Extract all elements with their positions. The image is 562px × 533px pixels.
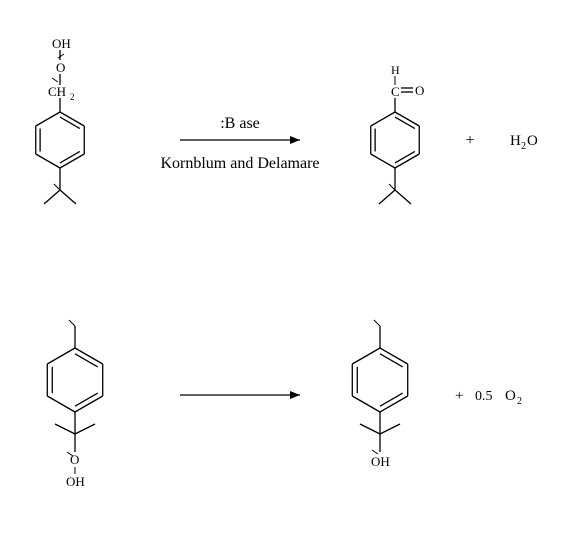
r2-product-ring <box>352 348 407 412</box>
r2-plus: + <box>455 388 463 404</box>
r1-arrow <box>180 136 300 144</box>
r1-product-isopropyl <box>379 168 411 204</box>
r1-reactant-top: CH 2 O OH <box>48 36 75 112</box>
reaction-diagram: CH2OOH:B aseKornblum and DelamareCHO+H2O… <box>0 0 562 533</box>
svg-text:H: H <box>510 133 521 149</box>
svg-text:C: C <box>391 84 400 99</box>
r2-coeff: 0.5 <box>475 389 493 404</box>
r2-reactant-ring <box>47 348 102 412</box>
svg-text:OH: OH <box>52 36 71 51</box>
r2-reactant-bottom: O OH <box>55 412 95 489</box>
svg-text:2: 2 <box>521 141 526 152</box>
r2-arrow <box>180 391 300 399</box>
r2-product-bottom: OH <box>360 412 400 469</box>
r1-arrow-top-label: :B ase <box>220 115 260 132</box>
r1-arrow-bottom-label: Kornblum and Delamare <box>160 155 319 172</box>
svg-text:O: O <box>56 60 65 75</box>
svg-text:H: H <box>391 63 400 77</box>
svg-text:O: O <box>505 388 516 404</box>
svg-text:O: O <box>70 452 79 467</box>
r1-product-ring <box>371 112 419 168</box>
r2-reactant-methyl <box>69 320 75 348</box>
svg-text:OH: OH <box>66 474 85 489</box>
svg-text:OH: OH <box>371 454 390 469</box>
r2-product-methyl <box>374 320 380 348</box>
svg-text:O: O <box>527 133 538 149</box>
r1-product-cho: CH O <box>391 63 424 112</box>
r1-reactant-ring <box>36 112 84 168</box>
r1-reactant-isopropyl <box>44 168 76 204</box>
r1-plus: + <box>465 132 474 149</box>
svg-text:2: 2 <box>70 92 75 102</box>
r1-h2o: H2O <box>510 133 538 152</box>
svg-text:CH: CH <box>48 84 66 99</box>
svg-text:2: 2 <box>517 396 522 407</box>
svg-text:O: O <box>415 83 424 98</box>
r2-o2: O2 <box>505 388 522 407</box>
